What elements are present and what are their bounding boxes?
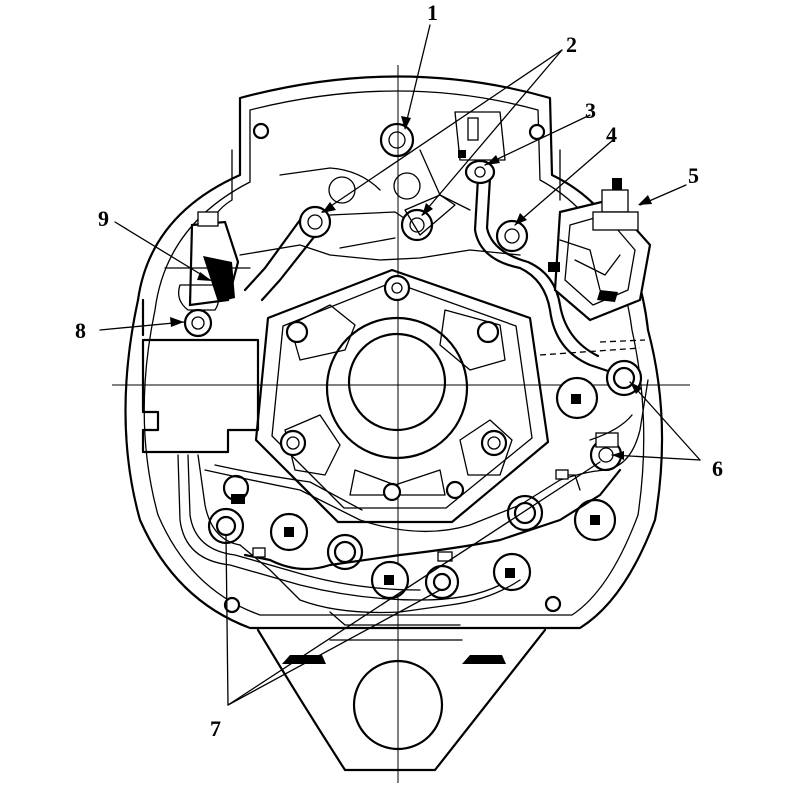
output-terminal	[548, 178, 652, 322]
center-axes	[112, 65, 690, 783]
callout-9: 9	[98, 206, 109, 231]
bearing-housing	[254, 268, 550, 524]
mounting-lug	[256, 628, 547, 772]
lower-diodes	[207, 474, 465, 614]
callout-3: 3	[585, 98, 596, 123]
leader-lines	[99, 24, 701, 706]
callout-labels: 1 2 3 4 5 6 7 8 9	[75, 0, 723, 741]
leader-arrowheads	[170, 116, 652, 460]
upper-components	[239, 111, 622, 377]
callout-5: 5	[688, 163, 699, 188]
callout-4: 4	[606, 122, 617, 147]
wiring-harness	[141, 298, 649, 626]
callout-7: 7	[210, 716, 221, 741]
left-regulator	[141, 211, 260, 454]
callout-2: 2	[566, 32, 577, 57]
callout-1: 1	[427, 0, 438, 25]
callout-8: 8	[75, 318, 86, 343]
callout-6: 6	[712, 456, 723, 481]
